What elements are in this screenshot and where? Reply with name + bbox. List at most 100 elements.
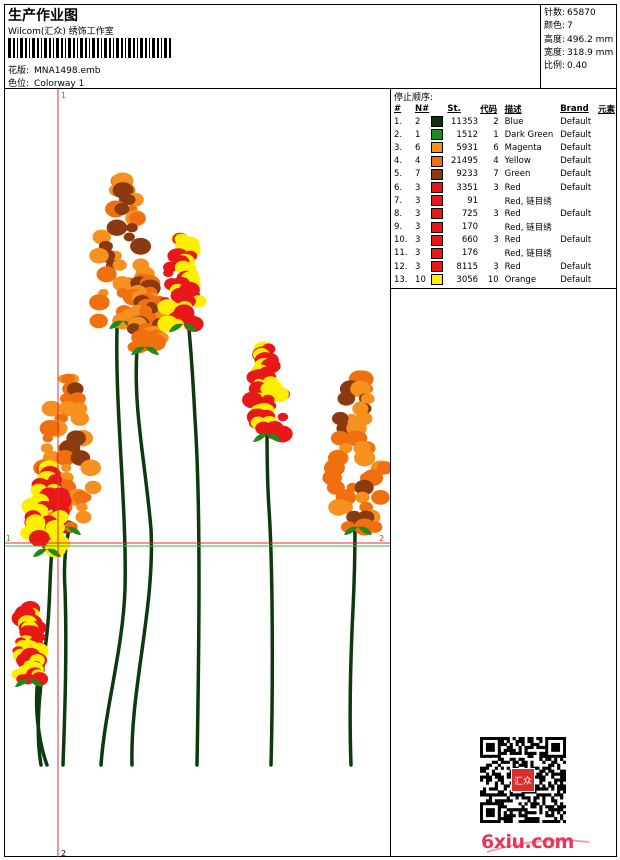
- design-label: 花版:: [8, 66, 30, 76]
- cell-element: [597, 221, 616, 234]
- flower-petal: [371, 490, 390, 505]
- cell-element: [597, 141, 616, 154]
- cell-n: 1: [415, 129, 421, 140]
- cell-st: 21495: [451, 156, 479, 167]
- flower-leaf: [358, 526, 372, 535]
- color-swatch: [431, 129, 444, 141]
- flower-petal: [126, 223, 138, 233]
- flower-petal: [354, 479, 374, 496]
- col-brand: Brand: [560, 103, 589, 114]
- cell-desc: Red: [504, 261, 521, 272]
- cell-num: 10.: [394, 235, 408, 246]
- flower-petal: [41, 400, 62, 417]
- flower-petal: [163, 268, 174, 278]
- cell-brand: Default: [560, 182, 592, 193]
- company-name: Wilcom(汇众) 绣饰工作室: [8, 27, 114, 37]
- flower-petal: [69, 392, 86, 406]
- flower-petal: [61, 463, 72, 472]
- cell-element: [597, 168, 616, 181]
- cell-brand: Default: [560, 235, 592, 246]
- cell-desc: Red: [504, 208, 521, 219]
- flower-petal: [122, 194, 136, 206]
- color-swatch-cell: [430, 234, 446, 247]
- col-needle: N#: [415, 103, 430, 114]
- colorway-row: 色位: Colorway 1: [8, 76, 84, 89]
- cell-n: 4: [415, 156, 421, 167]
- flower-petal: [70, 411, 90, 426]
- cell-code: [479, 247, 500, 260]
- color-swatch: [431, 234, 444, 246]
- flower-petal: [328, 499, 349, 516]
- cell-st: 725: [461, 208, 479, 219]
- header-left: 生产作业图 Wilcom(汇众) 绣饰工作室 花版: MNA1498.emb 色位…: [5, 5, 540, 89]
- cell-n: 2: [415, 116, 421, 127]
- cell-element: [597, 234, 616, 247]
- color-swatch: [431, 182, 444, 194]
- flower-leaf: [253, 433, 267, 442]
- flower-petal: [42, 434, 54, 443]
- color-swatch-cell: [430, 115, 446, 128]
- qr-code: 汇众: [480, 737, 566, 823]
- cell-num: 8.: [394, 208, 403, 219]
- flower-petal: [277, 412, 289, 422]
- cell-desc: Yellow: [504, 156, 531, 167]
- cell-desc: Orange: [504, 274, 537, 285]
- cell-desc: Red: [504, 182, 521, 193]
- cell-element: [597, 207, 616, 220]
- cell-element: [597, 247, 616, 260]
- col-swatch: [430, 102, 446, 115]
- spec-stitches: 针数: 65870: [544, 8, 596, 18]
- cell-brand: Default: [560, 274, 592, 285]
- cell-element: [597, 260, 616, 273]
- flower-petal: [330, 430, 350, 446]
- cell-n: 6: [415, 142, 421, 153]
- flower-leaf: [131, 346, 145, 355]
- stop-sequence-title: 停止顺序:: [394, 93, 434, 103]
- flower-petal: [61, 373, 75, 385]
- cell-num: 11.: [394, 248, 408, 259]
- flower-leaf: [145, 346, 159, 355]
- cell-brand: [559, 194, 597, 207]
- flower-petal: [112, 276, 132, 292]
- table-row: 4. 4 21495 4 Yellow Default: [393, 155, 616, 168]
- flower-petal: [55, 450, 76, 466]
- flower-petal: [130, 237, 152, 255]
- flower-petal: [89, 247, 109, 264]
- table-row: 10. 3 660 3 Red Default: [393, 234, 616, 247]
- table-row: 7. 3 91 Red, 链目绣: [393, 194, 616, 207]
- cell-desc: Red, 链目绣: [504, 249, 552, 260]
- color-swatch: [431, 221, 444, 233]
- color-swatch-cell: [430, 273, 446, 286]
- cell-desc: Magenta: [504, 142, 542, 153]
- production-sheet: 生产作业图 Wilcom(汇众) 绣饰工作室 花版: MNA1498.emb 色位…: [4, 4, 617, 857]
- design-name-row: 花版: MNA1498.emb: [8, 63, 100, 76]
- colorway-value: Colorway 1: [34, 79, 85, 89]
- col-element: 元素: [597, 104, 615, 115]
- spec-colors: 颜色: 7: [544, 21, 573, 32]
- flower-petal: [44, 540, 67, 558]
- colorway-label: 色位:: [8, 79, 30, 89]
- table-row: 12. 3 8115 3 Red Default: [393, 260, 616, 273]
- flower-leaf: [267, 433, 281, 442]
- cell-element: [597, 128, 616, 141]
- flower-leaf: [67, 526, 81, 535]
- flower-petal: [106, 219, 128, 236]
- cell-st: 11353: [451, 116, 479, 127]
- barcode: [8, 38, 171, 58]
- spec-width: 宽度: 318.9 mm: [544, 47, 614, 58]
- flower-petal: [376, 461, 390, 475]
- flower-leaf: [33, 548, 47, 557]
- col-num: #: [394, 103, 402, 114]
- flower-petal: [75, 510, 92, 524]
- color-swatch-cell: [430, 181, 446, 194]
- flower-petal: [96, 266, 117, 283]
- color-swatch: [431, 116, 444, 128]
- flower-petal: [129, 211, 146, 225]
- spec-scale: 比例: 0.40: [544, 61, 588, 72]
- guide-label-v-top: 1: [61, 91, 66, 100]
- color-swatch-cell: [430, 128, 446, 141]
- spec-height: 高度: 496.2 mm: [544, 34, 614, 45]
- cell-desc: Dark Green: [504, 129, 554, 140]
- cell-num: 7.: [394, 195, 403, 206]
- cell-brand: Default: [560, 129, 592, 140]
